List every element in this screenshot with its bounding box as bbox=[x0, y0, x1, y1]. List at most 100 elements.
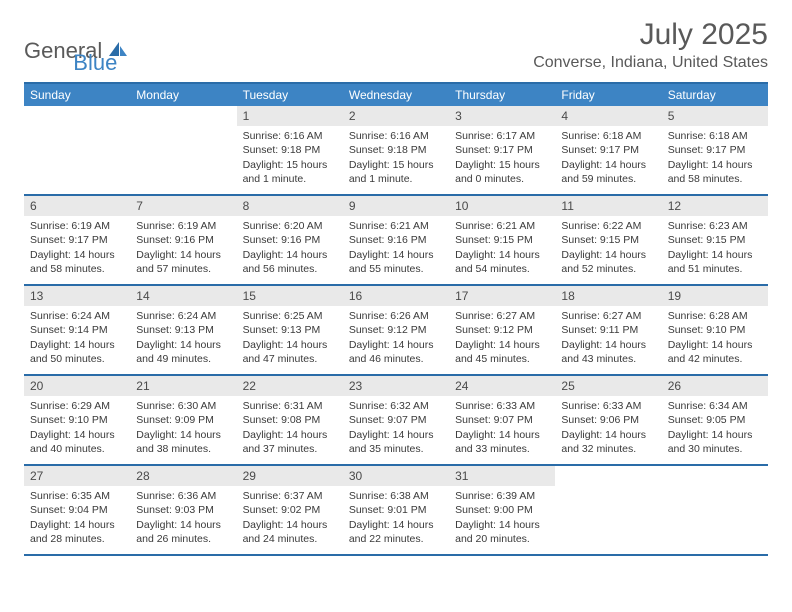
sunrise-text: Sunrise: 6:22 AM bbox=[561, 219, 655, 233]
day-number bbox=[555, 466, 661, 470]
day-number: 16 bbox=[343, 286, 449, 306]
day-cell: 30Sunrise: 6:38 AMSunset: 9:01 PMDayligh… bbox=[343, 466, 449, 554]
day-body: Sunrise: 6:17 AMSunset: 9:17 PMDaylight:… bbox=[449, 126, 555, 192]
sunrise-text: Sunrise: 6:19 AM bbox=[30, 219, 124, 233]
day-number: 12 bbox=[662, 196, 768, 216]
day-body: Sunrise: 6:25 AMSunset: 9:13 PMDaylight:… bbox=[237, 306, 343, 372]
daylight-text: Daylight: 14 hours and 30 minutes. bbox=[668, 428, 762, 456]
sunrise-text: Sunrise: 6:24 AM bbox=[136, 309, 230, 323]
day-number bbox=[130, 106, 236, 110]
day-number bbox=[24, 106, 130, 110]
day-body: Sunrise: 6:33 AMSunset: 9:07 PMDaylight:… bbox=[449, 396, 555, 462]
day-cell bbox=[555, 466, 661, 554]
day-number: 19 bbox=[662, 286, 768, 306]
day-cell: 6Sunrise: 6:19 AMSunset: 9:17 PMDaylight… bbox=[24, 196, 130, 284]
day-body: Sunrise: 6:27 AMSunset: 9:11 PMDaylight:… bbox=[555, 306, 661, 372]
day-body: Sunrise: 6:26 AMSunset: 9:12 PMDaylight:… bbox=[343, 306, 449, 372]
sunrise-text: Sunrise: 6:27 AM bbox=[561, 309, 655, 323]
day-cell: 24Sunrise: 6:33 AMSunset: 9:07 PMDayligh… bbox=[449, 376, 555, 464]
day-body: Sunrise: 6:23 AMSunset: 9:15 PMDaylight:… bbox=[662, 216, 768, 282]
daylight-text: Daylight: 15 hours and 1 minute. bbox=[349, 158, 443, 186]
day-cell: 5Sunrise: 6:18 AMSunset: 9:17 PMDaylight… bbox=[662, 106, 768, 194]
sunrise-text: Sunrise: 6:26 AM bbox=[349, 309, 443, 323]
day-number: 30 bbox=[343, 466, 449, 486]
day-body: Sunrise: 6:21 AMSunset: 9:15 PMDaylight:… bbox=[449, 216, 555, 282]
sunrise-text: Sunrise: 6:30 AM bbox=[136, 399, 230, 413]
title-block: July 2025 Converse, Indiana, United Stat… bbox=[533, 18, 768, 72]
day-cell: 2Sunrise: 6:16 AMSunset: 9:18 PMDaylight… bbox=[343, 106, 449, 194]
day-cell: 27Sunrise: 6:35 AMSunset: 9:04 PMDayligh… bbox=[24, 466, 130, 554]
day-body: Sunrise: 6:24 AMSunset: 9:13 PMDaylight:… bbox=[130, 306, 236, 372]
dow-tuesday: Tuesday bbox=[237, 84, 343, 106]
sunset-text: Sunset: 9:00 PM bbox=[455, 503, 549, 517]
day-number: 20 bbox=[24, 376, 130, 396]
day-cell: 17Sunrise: 6:27 AMSunset: 9:12 PMDayligh… bbox=[449, 286, 555, 374]
day-number: 25 bbox=[555, 376, 661, 396]
day-body: Sunrise: 6:33 AMSunset: 9:06 PMDaylight:… bbox=[555, 396, 661, 462]
day-cell: 19 Sunrise: 6:28 AMSunset: 9:10 PMDayligh… bbox=[662, 286, 768, 374]
day-number: 1 bbox=[237, 106, 343, 126]
weeks-container: 1Sunrise: 6:16 AMSunset: 9:18 PMDaylight… bbox=[24, 106, 768, 556]
sunset-text: Sunset: 9:10 PM bbox=[668, 323, 762, 337]
sunrise-text: Sunrise: 6:19 AM bbox=[136, 219, 230, 233]
sunset-text: Sunset: 9:12 PM bbox=[455, 323, 549, 337]
sunset-text: Sunset: 9:03 PM bbox=[136, 503, 230, 517]
logo-text-blue: Blue bbox=[73, 50, 117, 76]
sunset-text: Sunset: 9:16 PM bbox=[136, 233, 230, 247]
daylight-text: Daylight: 14 hours and 59 minutes. bbox=[561, 158, 655, 186]
sunset-text: Sunset: 9:01 PM bbox=[349, 503, 443, 517]
day-number: 5 bbox=[662, 106, 768, 126]
daylight-text: Daylight: 14 hours and 26 minutes. bbox=[136, 518, 230, 546]
daylight-text: Daylight: 14 hours and 42 minutes. bbox=[668, 338, 762, 366]
day-body: Sunrise: 6:36 AMSunset: 9:03 PMDaylight:… bbox=[130, 486, 236, 552]
daylight-text: Daylight: 15 hours and 1 minute. bbox=[243, 158, 337, 186]
day-body: Sunrise: 6:37 AMSunset: 9:02 PMDaylight:… bbox=[237, 486, 343, 552]
day-number: 10 bbox=[449, 196, 555, 216]
sunrise-text: Sunrise: 6:20 AM bbox=[243, 219, 337, 233]
dow-friday: Friday bbox=[555, 84, 661, 106]
sunrise-text: Sunrise: 6:31 AM bbox=[243, 399, 337, 413]
day-body: Sunrise: 6:16 AMSunset: 9:18 PMDaylight:… bbox=[343, 126, 449, 192]
day-body: Sunrise: 6:39 AMSunset: 9:00 PMDaylight:… bbox=[449, 486, 555, 552]
day-number: 7 bbox=[130, 196, 236, 216]
dow-thursday: Thursday bbox=[449, 84, 555, 106]
sunset-text: Sunset: 9:18 PM bbox=[349, 143, 443, 157]
day-number: 23 bbox=[343, 376, 449, 396]
daylight-text: Daylight: 14 hours and 58 minutes. bbox=[30, 248, 124, 276]
sunset-text: Sunset: 9:15 PM bbox=[668, 233, 762, 247]
daylight-text: Daylight: 14 hours and 47 minutes. bbox=[243, 338, 337, 366]
daylight-text: Daylight: 14 hours and 58 minutes. bbox=[668, 158, 762, 186]
sunset-text: Sunset: 9:16 PM bbox=[349, 233, 443, 247]
sunrise-text: Sunrise: 6:21 AM bbox=[455, 219, 549, 233]
day-cell: 9Sunrise: 6:21 AMSunset: 9:16 PMDaylight… bbox=[343, 196, 449, 284]
day-cell: 21Sunrise: 6:30 AMSunset: 9:09 PMDayligh… bbox=[130, 376, 236, 464]
daylight-text: Daylight: 14 hours and 55 minutes. bbox=[349, 248, 443, 276]
sunset-text: Sunset: 9:13 PM bbox=[243, 323, 337, 337]
day-number: 14 bbox=[130, 286, 236, 306]
day-number: 18 bbox=[555, 286, 661, 306]
sunset-text: Sunset: 9:02 PM bbox=[243, 503, 337, 517]
day-number: 31 bbox=[449, 466, 555, 486]
day-body: Sunrise: 6:30 AMSunset: 9:09 PMDaylight:… bbox=[130, 396, 236, 462]
daylight-text: Daylight: 14 hours and 56 minutes. bbox=[243, 248, 337, 276]
day-number: 3 bbox=[449, 106, 555, 126]
sunrise-text: Sunrise: 6:21 AM bbox=[349, 219, 443, 233]
day-cell: 15Sunrise: 6:25 AMSunset: 9:13 PMDayligh… bbox=[237, 286, 343, 374]
daylight-text: Daylight: 14 hours and 49 minutes. bbox=[136, 338, 230, 366]
sunrise-text: Sunrise: 6:17 AM bbox=[455, 129, 549, 143]
sunrise-text: Sunrise: 6:38 AM bbox=[349, 489, 443, 503]
sunset-text: Sunset: 9:18 PM bbox=[243, 143, 337, 157]
day-cell: 25Sunrise: 6:33 AMSunset: 9:06 PMDayligh… bbox=[555, 376, 661, 464]
header: General Blue July 2025 Converse, Indiana… bbox=[24, 18, 768, 76]
location-subtitle: Converse, Indiana, United States bbox=[533, 54, 768, 72]
sunrise-text: Sunrise: 6:29 AM bbox=[30, 399, 124, 413]
sunrise-text: Sunrise: 6:28 AM bbox=[668, 309, 762, 323]
sunset-text: Sunset: 9:10 PM bbox=[30, 413, 124, 427]
sunrise-text: Sunrise: 6:36 AM bbox=[136, 489, 230, 503]
sunrise-text: Sunrise: 6:27 AM bbox=[455, 309, 549, 323]
sunrise-text: Sunrise: 6:35 AM bbox=[30, 489, 124, 503]
sunset-text: Sunset: 9:06 PM bbox=[561, 413, 655, 427]
day-cell bbox=[662, 466, 768, 554]
day-cell: 16Sunrise: 6:26 AMSunset: 9:12 PMDayligh… bbox=[343, 286, 449, 374]
dow-wednesday: Wednesday bbox=[343, 84, 449, 106]
